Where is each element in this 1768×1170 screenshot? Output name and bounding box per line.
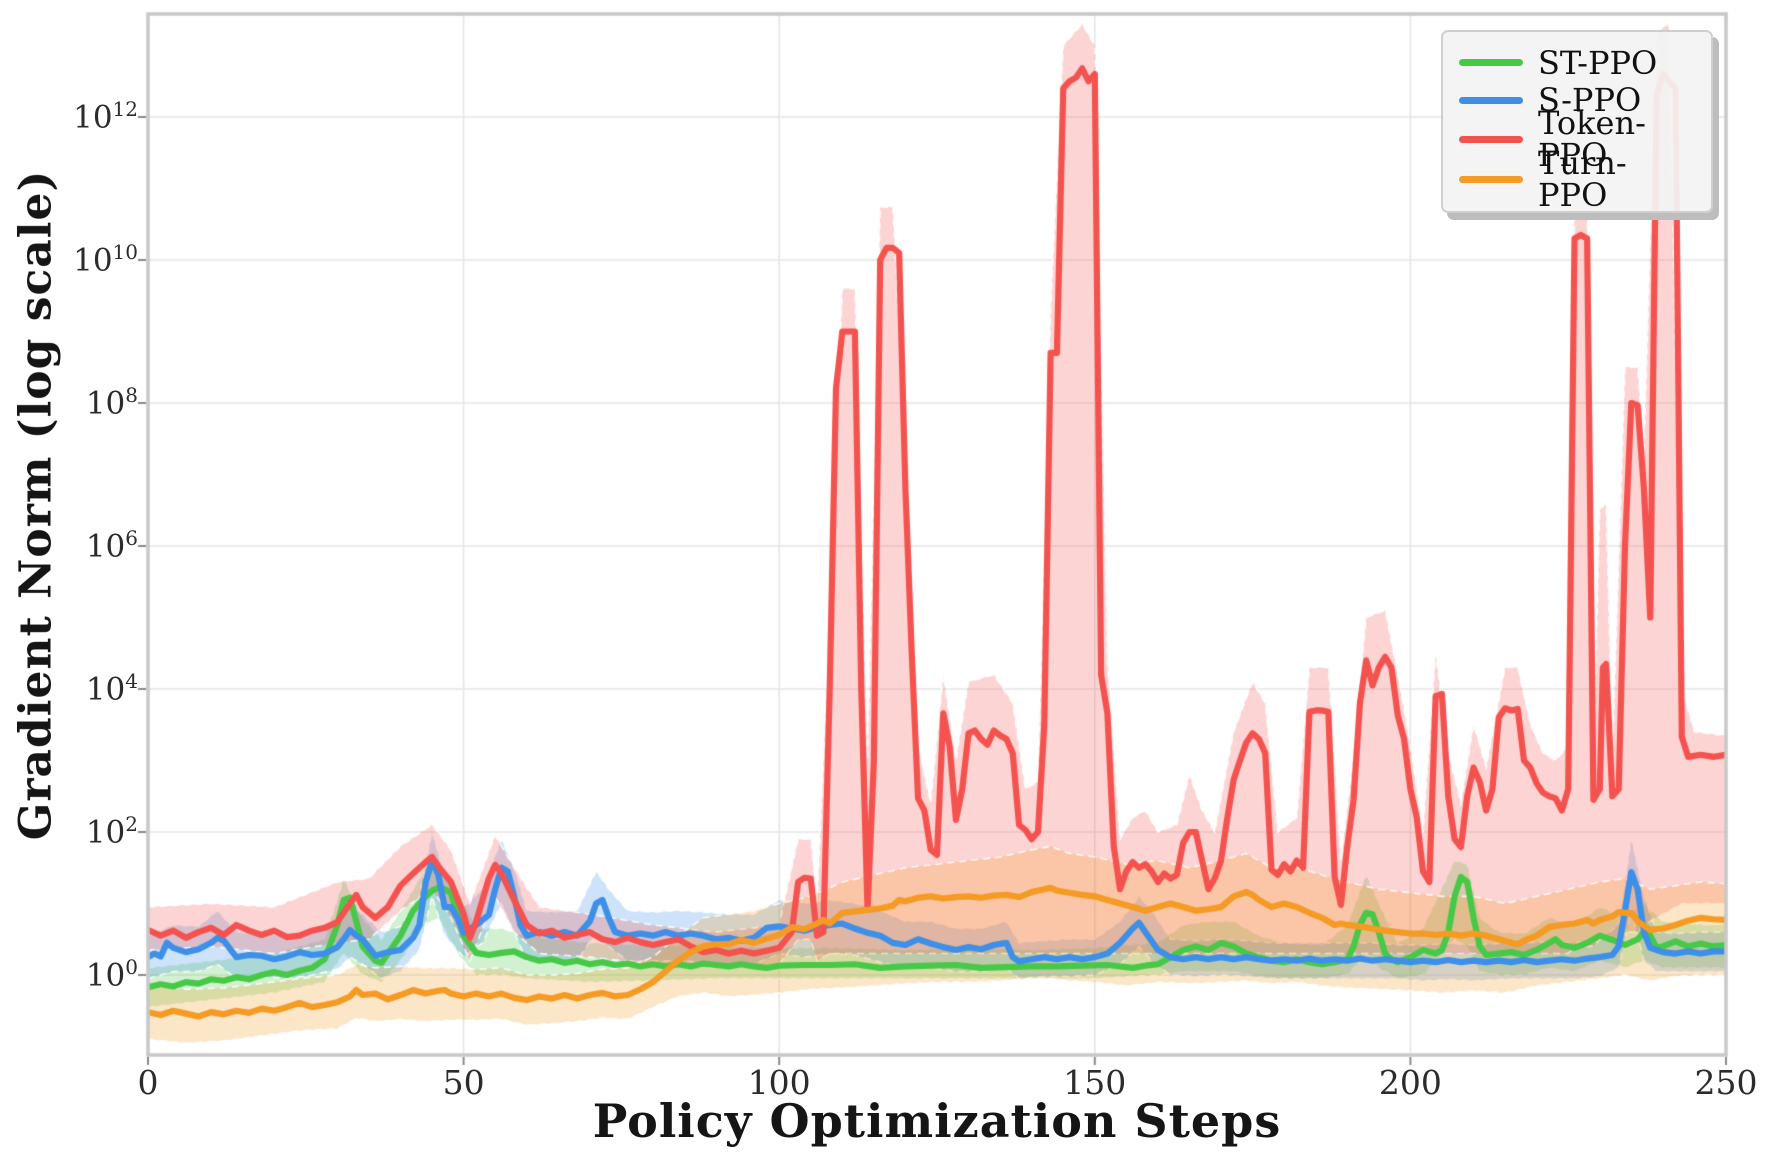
y-tick-label: 1010 [73, 240, 138, 279]
legend-label: Token-PPO [1538, 104, 1646, 174]
legend-label: ST-PPO [1538, 43, 1658, 82]
legend-label: S-PPO [1538, 81, 1642, 120]
x-tick-label: 150 [1063, 1063, 1127, 1102]
y-tick-label: 106 [85, 526, 138, 565]
x-tick-label: 200 [1378, 1063, 1442, 1102]
x-tick-label: 0 [137, 1063, 159, 1102]
legend-item-token-ppo: Token-PPO [1459, 107, 1695, 171]
x-tick-label: 100 [747, 1063, 811, 1102]
legend: ST-PPO S-PPO Token-PPO Turn-PPO [1441, 30, 1713, 213]
legend-item-turn-ppo: Turn-PPO [1459, 147, 1695, 211]
legend-line-swatch [1459, 175, 1523, 183]
legend-item-s-ppo: S-PPO [1459, 82, 1695, 120]
legend-line-swatch [1459, 59, 1523, 67]
y-tick-label: 102 [85, 812, 138, 851]
x-axis-label: Policy Optimization Steps [592, 1094, 1282, 1148]
x-tick-label: 250 [1694, 1063, 1758, 1102]
legend-line-swatch [1459, 135, 1523, 143]
legend-label: Turn-PPO [1538, 144, 1627, 214]
legend-line-swatch [1459, 96, 1523, 104]
y-tick-label: 104 [85, 669, 138, 708]
legend-item-st-ppo: ST-PPO [1459, 44, 1695, 82]
y-tick-label: 100 [85, 955, 138, 994]
y-tick-label: 108 [85, 383, 138, 422]
x-tick-label: 50 [442, 1063, 485, 1102]
y-tick-label: 1012 [73, 97, 138, 136]
